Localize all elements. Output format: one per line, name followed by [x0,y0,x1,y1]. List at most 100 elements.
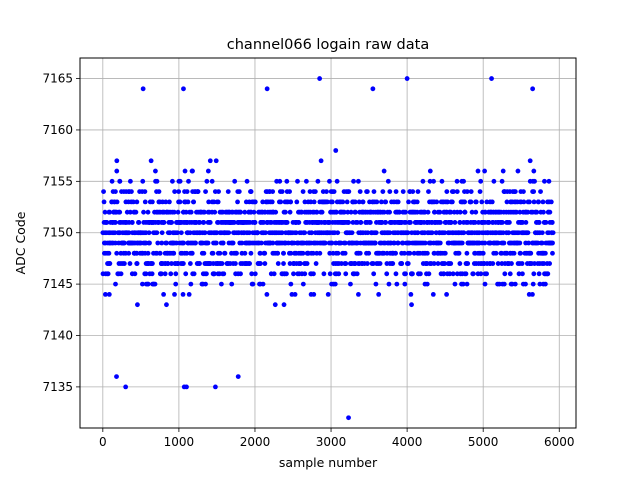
data-point [279,230,285,236]
data-point [548,199,554,205]
data-point [547,209,553,215]
data-point [230,240,236,246]
data-point [426,189,431,195]
data-point [493,250,499,256]
data-point-outlier [213,384,218,390]
data-point [204,271,209,277]
data-point [353,209,358,215]
data-point [444,199,450,205]
data-point [134,199,140,205]
data-point [515,168,521,174]
data-point [171,250,177,256]
data-point [104,220,110,225]
data-point [229,209,235,215]
data-point [197,261,202,266]
data-point [403,271,408,277]
data-point [464,189,470,195]
data-point [189,250,195,256]
data-point [186,178,191,184]
data-point [262,250,268,256]
data-point [357,189,363,195]
data-point [149,199,155,205]
data-point [209,178,215,184]
data-point [177,178,183,184]
data-point [381,209,387,215]
data-point [236,189,242,195]
data-point [114,250,120,256]
data-point [400,240,406,246]
data-point [147,240,152,246]
data-point [346,189,352,195]
data-point [263,230,268,236]
data-point [521,199,527,205]
data-point [431,178,436,184]
data-point [531,199,537,205]
data-point [284,178,290,184]
data-point [195,189,201,195]
data-point [216,189,221,195]
data-point [134,250,140,256]
data-point [381,168,387,174]
data-point [395,240,401,246]
data-point [313,261,319,266]
data-point [391,240,397,246]
data-point [327,178,332,184]
data-point [372,240,378,246]
data-point [351,178,356,184]
data-point [297,261,303,266]
data-point [283,209,288,215]
data-point [530,291,535,297]
data-point [364,189,370,195]
plot-frame [79,57,577,429]
data-point [464,250,470,256]
data-point [324,199,330,205]
data-point [528,250,534,256]
data-point-outlier [370,86,376,92]
data-point [275,261,281,266]
data-point [107,209,113,215]
data-point [506,230,512,236]
data-point [184,189,190,195]
data-point [371,189,377,195]
data-point [155,240,161,246]
data-point [411,250,417,256]
data-point [331,189,337,195]
data-point [201,250,207,256]
data-point [332,281,338,287]
data-point [118,271,124,277]
data-point [311,199,317,205]
data-point [385,178,391,184]
data-point [527,199,532,205]
data-point [311,291,317,297]
data-point [185,199,191,205]
data-point [539,240,545,246]
data-point [410,189,416,195]
data-point [447,271,453,277]
data-point [201,220,207,225]
data-point [499,178,505,184]
data-point [187,261,193,266]
data-point [550,230,556,236]
y-tick-label: 7165 [42,72,73,86]
data-point [364,261,370,266]
data-point [527,158,533,164]
data-point [334,178,340,184]
data-point [343,271,349,277]
data-point [318,158,324,164]
data-point [109,178,115,184]
data-point [387,209,393,215]
data-point [262,261,268,266]
data-point [450,271,456,277]
data-point [426,271,432,277]
data-point [395,199,401,205]
data-point [463,271,469,277]
data-point [541,261,547,266]
data-point [102,291,108,297]
data-point [352,199,358,205]
data-point [307,189,313,195]
data-point [502,271,508,277]
data-point [352,261,358,266]
data-point [114,158,120,164]
data-point [113,189,118,195]
data-point [284,271,289,277]
